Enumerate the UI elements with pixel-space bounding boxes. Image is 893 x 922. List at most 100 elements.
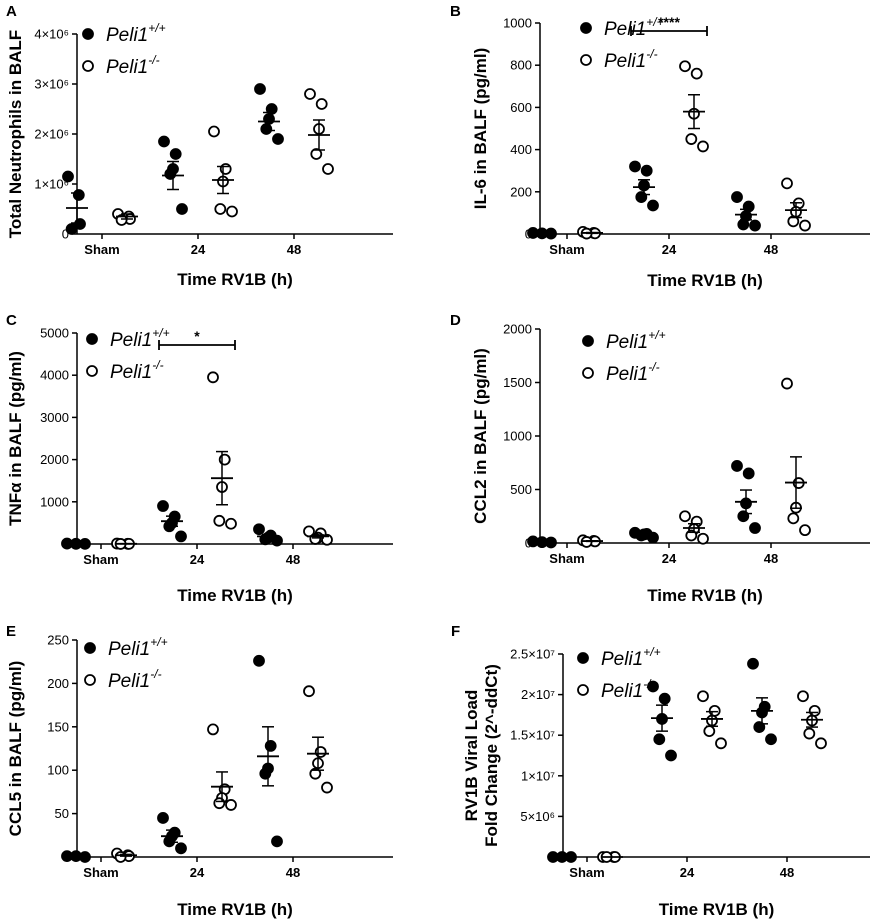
x-axis-title: Time RV1B (h) xyxy=(177,270,293,289)
legend: Peli1+/+Peli1-/- xyxy=(580,15,664,72)
data-point xyxy=(260,123,273,135)
data-point xyxy=(219,163,232,175)
legend-marker-open xyxy=(580,54,592,66)
legend-gene: Peli1 xyxy=(106,25,148,46)
series-peli1-ko xyxy=(577,60,811,240)
data-point xyxy=(787,512,800,525)
panel-b: B02004006008001000Sham2448Time RV1B (h)I… xyxy=(450,3,870,290)
x-tick-label-48: 48 xyxy=(764,551,778,566)
panel-letter-f: F xyxy=(451,623,460,640)
x-tick-label-48: 48 xyxy=(764,242,778,257)
data-point xyxy=(747,657,759,670)
panel-letter-a: A xyxy=(6,3,17,20)
y-axis-title: CCL2 in BALF (pg/ml) xyxy=(471,348,490,524)
legend-gene: Peli1 xyxy=(604,19,646,40)
x-tick-label-48: 48 xyxy=(286,865,300,880)
legend-gene: Peli1 xyxy=(110,330,152,351)
y-tick-label: 400 xyxy=(510,142,532,157)
x-tick-label-24: 24 xyxy=(190,865,205,880)
legend-genotype: +/+ xyxy=(150,635,167,649)
series-peli1-wt xyxy=(62,83,284,235)
y-tick-label: 4×10⁶ xyxy=(34,27,69,42)
data-point xyxy=(169,148,182,160)
panel-f: F05×10⁶1×10⁷1.5×10⁷2×10⁷2.5×10⁷Sham2448T… xyxy=(451,623,870,919)
data-point xyxy=(640,164,653,177)
y-tick-label: 5×10⁶ xyxy=(520,809,555,824)
legend-marker-open xyxy=(84,674,96,686)
y-tick-label: 250 xyxy=(47,633,69,648)
legend: Peli1+/+ Peli1-/- xyxy=(82,21,166,78)
data-point xyxy=(213,797,226,810)
legend-marker-filled xyxy=(577,652,589,664)
legend-marker-open xyxy=(86,365,98,377)
legend-marker-filled xyxy=(86,333,98,345)
panel-a: A 0 1×10⁶ 2×10⁶ 3×10⁶ 4×10⁶ Sham 24 48 Time RV1B … xyxy=(6,3,393,289)
data-point xyxy=(737,510,750,523)
y-axis-title: Total Neutrophils in BALF xyxy=(6,30,25,238)
data-point xyxy=(629,160,641,173)
y-tick-label: 2.5×10⁷ xyxy=(510,647,555,662)
data-point xyxy=(207,723,219,736)
x-tick-label-sham: Sham xyxy=(569,865,604,880)
panel-letter-c: C xyxy=(6,312,17,329)
legend-genotype: +/+ xyxy=(152,326,169,340)
legend-marker-filled xyxy=(582,335,594,347)
data-point xyxy=(115,214,128,226)
series-peli1-ko xyxy=(577,377,811,548)
y-tick-label: 600 xyxy=(510,100,532,115)
y-axis-title-line: Fold Change (2^-ddCt) xyxy=(482,664,501,847)
data-point xyxy=(715,737,727,750)
data-point xyxy=(737,218,750,231)
x-tick-label-sham: Sham xyxy=(549,551,584,566)
y-tick-label: 150 xyxy=(47,719,69,734)
y-tick-label: 50 xyxy=(55,806,69,821)
series-peli1-ko xyxy=(111,371,333,550)
series-peli1-ko xyxy=(111,685,333,863)
data-point xyxy=(815,737,827,750)
legend-label-wt: Peli1+/+ xyxy=(108,635,168,660)
data-point xyxy=(781,377,793,390)
data-point xyxy=(697,140,709,153)
legend-gene: Peli1 xyxy=(110,362,152,383)
x-tick-label-sham: Sham xyxy=(83,865,118,880)
y-tick-label: 1000 xyxy=(40,494,69,509)
series-peli1-wt xyxy=(61,500,283,550)
data-point xyxy=(731,460,743,472)
y-tick-label: 1.5×10⁷ xyxy=(510,728,555,743)
legend-genotype: -/- xyxy=(150,667,161,681)
y-tick-label: 1×10⁶ xyxy=(34,177,69,192)
y-tick-label: 100 xyxy=(47,763,69,778)
y-axis-title: TNFα in BALF (pg/ml) xyxy=(6,351,25,526)
series-peli1-wt xyxy=(527,160,761,240)
data-point xyxy=(214,203,227,215)
y-tick-label: 2000 xyxy=(40,452,69,467)
legend-label-ko: Peli1-/- xyxy=(106,53,160,78)
data-point xyxy=(158,135,170,148)
data-point xyxy=(665,749,677,762)
data-point xyxy=(315,98,328,110)
panel-e: E050100150200250Sham2448Time RV1B (h)CCL… xyxy=(6,623,393,919)
data-point xyxy=(749,522,761,534)
data-point xyxy=(175,842,187,855)
data-point xyxy=(322,163,334,175)
legend-label-wt: Peli1+/+ xyxy=(106,21,166,46)
x-tick-label-sham: Sham xyxy=(83,552,118,567)
y-tick-label: 5000 xyxy=(40,326,69,341)
legend-marker-open xyxy=(82,60,94,72)
legend-marker-open xyxy=(577,684,589,696)
panel-letter-e: E xyxy=(6,623,16,640)
significance-label: * xyxy=(194,328,200,344)
data-point xyxy=(708,704,721,717)
data-point xyxy=(797,690,809,703)
data-point xyxy=(310,148,323,160)
legend: Peli1+/+Peli1-/- xyxy=(582,328,666,385)
data-point xyxy=(799,219,811,232)
data-point xyxy=(803,727,816,740)
legend-label-ko: Peli1-/- xyxy=(604,47,658,72)
data-point xyxy=(799,524,811,537)
series-peli1-wt xyxy=(61,654,283,863)
data-point xyxy=(679,60,691,73)
data-point xyxy=(226,205,238,218)
legend-gene: Peli1 xyxy=(106,57,148,78)
series-peli1-wt xyxy=(527,460,761,549)
